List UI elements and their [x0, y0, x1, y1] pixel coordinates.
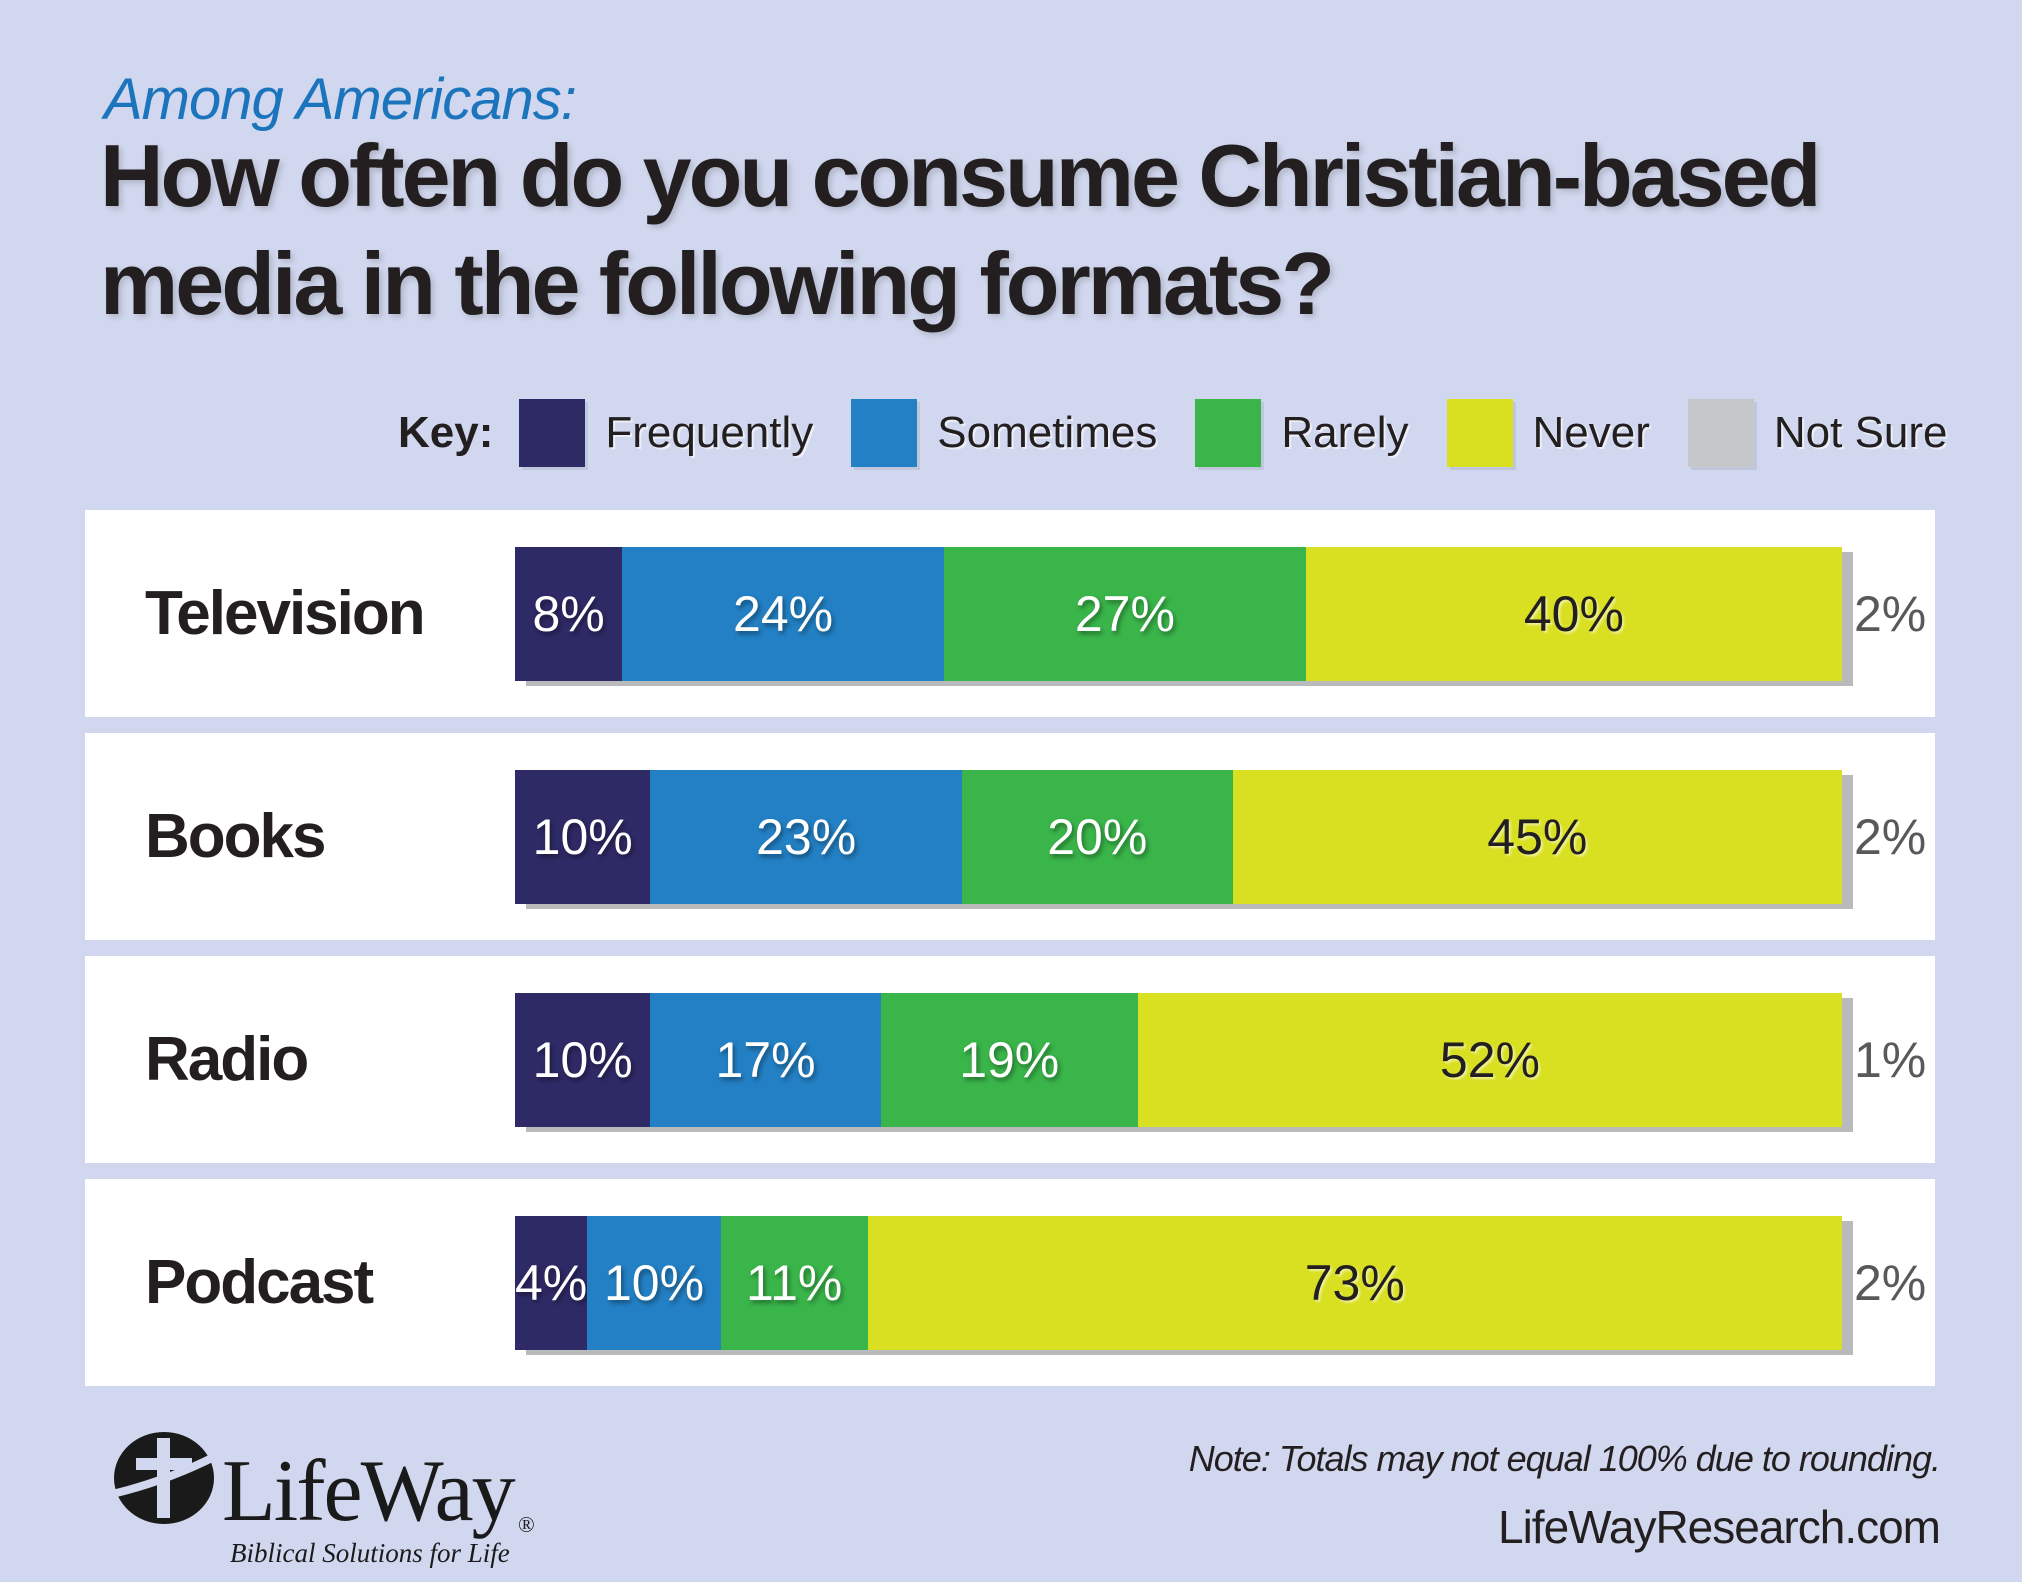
legend: Key: Frequently Sometimes Rarely Never Not S…	[398, 399, 1986, 467]
bar-segment-sometimes: 17%	[650, 993, 881, 1127]
bar-segment-sometimes: 23%	[650, 770, 962, 904]
legend-item: Frequently	[519, 399, 813, 467]
legend-item: Sometimes	[851, 399, 1157, 467]
bar-segment-never: 52%	[1137, 993, 1842, 1127]
bar-segment-frequently: 8%	[515, 547, 623, 681]
legend-item: Not Sure	[1687, 399, 1948, 467]
lifeway-logo-graphic: LifeWay ® Biblical Solutions for Life	[111, 1432, 535, 1568]
bar-segment-never: 40%	[1305, 547, 1842, 681]
row-category-label: Radio	[145, 1025, 309, 1094]
bar-segment-rarely: 20%	[961, 770, 1233, 904]
research-url: LifeWayResearch.com	[1497, 1501, 1941, 1553]
stacked-bar: 8% 24% 27% 40%	[515, 547, 1842, 681]
stacked-bar: 4% 10% 11% 73%	[515, 1216, 1842, 1350]
chart-row: Radio 10% 17% 19% 52% 1%	[85, 956, 1935, 1163]
bar-segment-frequently: 4%	[515, 1216, 588, 1350]
legend-swatch-frequently	[519, 399, 586, 467]
bar-segment-never: 45%	[1232, 770, 1842, 904]
row-category-label: Television	[145, 579, 426, 648]
legend-item-label: Not Sure	[1773, 408, 1948, 457]
stacked-bar: 10% 23% 20% 45%	[515, 770, 1842, 904]
legend-items: Frequently Sometimes Rarely Never Not Sure	[519, 399, 1985, 467]
stacked-bar: 10% 17% 19% 52%	[515, 993, 1842, 1127]
bar-segment-frequently: 10%	[515, 770, 651, 904]
legend-item-label: Frequently	[605, 408, 814, 457]
bar-segment-frequently: 10%	[515, 993, 651, 1127]
legend-swatch-never	[1446, 399, 1513, 467]
legend-swatch-rarely	[1195, 399, 1262, 467]
chart-row: Books 10% 23% 20% 45% 2%	[85, 733, 1935, 940]
lifeway-logo: LifeWay ® Biblical Solutions for Life	[110, 1420, 580, 1582]
bar-segment-never: 73%	[867, 1216, 1842, 1350]
chart-title: How often do you consume Christian-based…	[100, 122, 1821, 338]
not-sure-value: 2%	[1854, 585, 1927, 642]
legend-item-label: Rarely	[1281, 408, 1409, 457]
kicker-text: Among Americans:	[104, 67, 577, 132]
chart-title-line1: How often do you consume Christian-based	[100, 126, 1821, 225]
logo-wordmark: LifeWay	[222, 1443, 516, 1540]
row-category-label: Podcast	[145, 1248, 374, 1317]
rounding-note: Note: Totals may not equal 100% due to r…	[1188, 1438, 1941, 1479]
not-sure-value: 1%	[1854, 1031, 1927, 1088]
bar-segment-rarely: 27%	[943, 547, 1306, 681]
chart-row: Television 8% 24% 27% 40% 2%	[85, 510, 1935, 717]
bar-segment-rarely: 11%	[720, 1216, 868, 1350]
not-sure-value: 2%	[1854, 808, 1927, 865]
chart-title-line2: media in the following formats?	[100, 234, 1335, 333]
legend-item-label: Sometimes	[937, 408, 1158, 457]
bar-segment-sometimes: 24%	[622, 547, 944, 681]
bar-segment-sometimes: 10%	[587, 1216, 721, 1350]
not-sure-value: 2%	[1854, 1254, 1927, 1311]
legend-swatch-sometimes	[851, 399, 918, 467]
logo-registered-mark: ®	[518, 1512, 535, 1537]
logo-tagline: Biblical Solutions for Life	[230, 1538, 510, 1568]
bar-segment-rarely: 19%	[880, 993, 1138, 1127]
logo-swoosh	[111, 1452, 218, 1498]
legend-key-label: Key:	[398, 408, 494, 457]
legend-item-label: Never	[1532, 408, 1650, 457]
logo-cross-horizontal	[136, 1458, 192, 1470]
row-category-label: Books	[145, 802, 326, 871]
legend-item: Never	[1446, 399, 1650, 467]
legend-swatch-not-sure	[1687, 399, 1754, 467]
chart-row: Podcast 4% 10% 11% 73% 2%	[85, 1179, 1935, 1386]
legend-item: Rarely	[1195, 399, 1409, 467]
